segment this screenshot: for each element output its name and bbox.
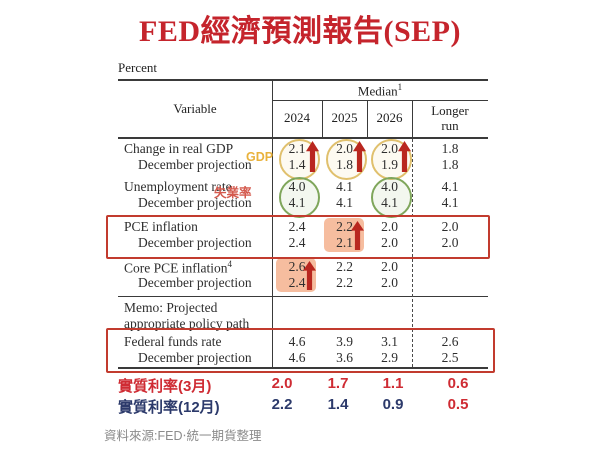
ffr-emphasis-box <box>106 328 495 373</box>
unemployment-annotation: 失業率 <box>214 186 252 200</box>
row-label-ffr: Federal funds rate <box>124 334 222 349</box>
row-label-gdp-december: December projection <box>138 157 252 172</box>
pce-dec-2024: 2.4 <box>288 235 306 250</box>
pce-longer: 2.0 <box>441 219 459 234</box>
unemp-2025: 4.1 <box>336 179 353 194</box>
unemp-dec-2026: 4.1 <box>381 195 398 210</box>
row-label-memo-line1: Memo: Projected <box>124 300 218 315</box>
gdp-dec-longer: 1.8 <box>441 157 459 172</box>
unemp-2026: 4.0 <box>381 179 398 194</box>
unemp-dec-longer: 4.1 <box>441 195 459 210</box>
row-label-core-december: December projection <box>138 275 252 290</box>
gdp-annotation: GDP <box>246 150 274 164</box>
unemp-dec-2024: 4.1 <box>288 195 306 210</box>
header-divider-2026-longer <box>412 100 413 138</box>
header-divider-2024-2025 <box>322 100 323 138</box>
gdp-2025: 2.0 <box>336 141 353 156</box>
unemployment-2024-circle <box>279 177 320 218</box>
pce-2024: 2.4 <box>288 219 306 234</box>
real-rate-december-2025: 1.4 <box>327 396 349 413</box>
gdp-longer: 1.8 <box>441 141 459 156</box>
column-header-median: Median1 <box>272 82 488 99</box>
ffr-dec-longer: 2.5 <box>441 350 459 365</box>
gdp-2024: 2.1 <box>288 141 306 156</box>
longer-line1: Longer <box>431 103 469 118</box>
row-label-unemployment: Unemployment rate <box>124 179 232 194</box>
real-rate-march-2026: 1.1 <box>382 375 404 392</box>
page-title: FED經濟預測報告(SEP) <box>139 15 461 48</box>
longer-line2: run <box>441 118 459 133</box>
real-rate-december-longer: 0.5 <box>447 396 469 413</box>
column-header-2024: 2024 <box>284 110 310 125</box>
real-rate-march-2025: 1.7 <box>327 375 349 392</box>
source-note: 資料來源:FED‧統一期貨整理 <box>104 429 262 443</box>
memo-top-rule <box>118 296 488 297</box>
pce-dec-2025: 2.1 <box>336 235 353 250</box>
unemployment-2026-circle <box>371 177 412 218</box>
gdp-dec-2025: 1.8 <box>336 157 353 172</box>
variable-column-divider <box>272 79 273 368</box>
median-underline <box>272 100 488 101</box>
unemp-2024: 4.0 <box>288 179 306 194</box>
ffr-2024: 4.6 <box>288 334 306 349</box>
header-divider-2025-2026 <box>367 100 368 138</box>
ffr-longer: 2.6 <box>441 334 459 349</box>
gdp-2026: 2.0 <box>381 141 398 156</box>
median-footnote: 1 <box>397 82 403 92</box>
pce-2026: 2.0 <box>381 219 398 234</box>
real-rate-march-longer: 0.6 <box>447 375 469 392</box>
column-header-2026: 2026 <box>376 110 403 125</box>
ffr-2025: 3.9 <box>336 334 353 349</box>
column-header-variable: Variable <box>173 101 217 116</box>
real-rate-december-2024: 2.2 <box>271 396 293 413</box>
unemp-dec-2025: 4.1 <box>336 195 353 210</box>
unit-label: Percent <box>118 60 157 75</box>
core-dec-2024: 2.4 <box>288 275 306 290</box>
pce-dec-2026: 2.0 <box>381 235 398 250</box>
core-dec-2026: 2.0 <box>381 275 398 290</box>
core-dec-2025: 2.2 <box>336 275 353 290</box>
header-bottom-rule <box>118 137 488 139</box>
pce-emphasis-box <box>106 215 490 259</box>
row-label-pce-december: December projection <box>138 235 252 250</box>
core-2024: 2.6 <box>288 259 306 274</box>
column-header-longer-run: Longer run <box>412 103 488 133</box>
pce-2025: 2.2 <box>336 219 353 234</box>
unemp-longer: 4.1 <box>441 179 459 194</box>
real-rate-december-2026: 0.9 <box>382 396 404 413</box>
row-label-pce: PCE inflation <box>124 219 198 234</box>
row-label-memo-line2: appropriate policy path <box>124 316 250 331</box>
ffr-dec-2024: 4.6 <box>288 350 306 365</box>
gdp-dec-2026: 1.9 <box>381 157 398 172</box>
gdp-dec-2024: 1.4 <box>288 157 306 172</box>
median-text: Median <box>357 83 398 99</box>
core-pce-footnote: 4 <box>227 259 233 269</box>
table-top-rule <box>118 79 488 81</box>
core-2026: 2.0 <box>381 259 398 274</box>
row-label-ffr-december: December projection <box>138 350 252 365</box>
real-rate-march-label: 實質利率(3月) <box>118 378 212 395</box>
ffr-dec-2026: 2.9 <box>381 350 398 365</box>
row-label-unemp-december: December projection <box>138 195 252 210</box>
core-pce-text: Core PCE inflation <box>124 260 228 276</box>
table-bottom-rule <box>118 367 488 369</box>
column-header-2025: 2025 <box>331 110 358 125</box>
row-label-core-pce: Core PCE inflation4 <box>124 259 232 277</box>
real-rate-march-2024: 2.0 <box>271 375 293 392</box>
row-label-gdp: Change in real GDP <box>124 141 234 156</box>
pce-dec-longer: 2.0 <box>441 235 459 250</box>
real-rate-december-label: 實質利率(12月) <box>118 399 220 416</box>
ffr-dec-2025: 3.6 <box>336 350 353 365</box>
core-2025: 2.2 <box>336 259 353 274</box>
ffr-2026: 3.1 <box>381 334 398 349</box>
longer-run-dashed-divider <box>412 139 413 367</box>
